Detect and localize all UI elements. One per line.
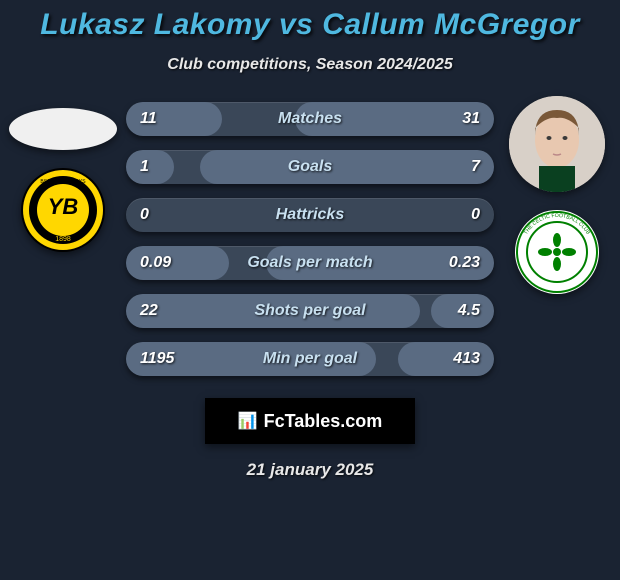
- stat-left-value: 22: [140, 302, 180, 320]
- stat-right-value: 0.23: [440, 254, 480, 272]
- stat-right-value: 7: [440, 158, 480, 176]
- page-title: Lukasz Lakomy vs Callum McGregor: [8, 0, 612, 42]
- celtic-badge-icon: THE CELTIC FOOTBALL CLUB: [515, 210, 599, 294]
- player-face-icon: [509, 96, 605, 192]
- stat-right-value: 31: [440, 110, 480, 128]
- stat-label: Matches: [278, 110, 342, 128]
- young-boys-badge-icon: YB 1898 BSC YOUNG BOYS: [21, 168, 105, 252]
- stat-right-value: 0: [440, 206, 480, 224]
- svg-text:BSC YOUNG BOYS: BSC YOUNG BOYS: [40, 179, 86, 185]
- stat-left-value: 0: [140, 206, 180, 224]
- stat-row: 0.09 Goals per match 0.23: [126, 246, 494, 280]
- stat-row: 22 Shots per goal 4.5: [126, 294, 494, 328]
- stat-label: Min per goal: [263, 350, 357, 368]
- svg-text:1898: 1898: [55, 236, 71, 243]
- chart-icon: 📊: [238, 411, 258, 431]
- stat-row: 11 Matches 31: [126, 102, 494, 136]
- left-player-column: YB 1898 BSC YOUNG BOYS: [8, 96, 118, 252]
- stats-column: 11 Matches 31 1 Goals 7 0 Hattricks 0 0.09 Goals p…: [126, 96, 494, 376]
- svg-text:YB: YB: [48, 194, 79, 219]
- watermark[interactable]: 📊 FcTables.com: [205, 398, 415, 444]
- stat-label: Shots per goal: [254, 302, 365, 320]
- generation-date: 21 january 2025: [8, 460, 612, 480]
- left-player-photo: [9, 108, 117, 150]
- stat-left-value: 11: [140, 110, 180, 128]
- stat-right-value: 4.5: [440, 302, 480, 320]
- stat-left-value: 1195: [140, 350, 180, 368]
- main-row: YB 1898 BSC YOUNG BOYS 11 Matches 31 1 Goals…: [8, 96, 612, 376]
- right-player-photo: [509, 96, 605, 192]
- stat-row: 0 Hattricks 0: [126, 198, 494, 232]
- subtitle: Club competitions, Season 2024/2025: [8, 56, 612, 74]
- stat-label: Goals per match: [247, 254, 372, 272]
- right-club-badge: THE CELTIC FOOTBALL CLUB: [515, 210, 599, 294]
- watermark-text: FcTables.com: [264, 411, 383, 432]
- stat-row: 1 Goals 7: [126, 150, 494, 184]
- right-player-column: THE CELTIC FOOTBALL CLUB: [502, 96, 612, 294]
- stat-label: Goals: [288, 158, 332, 176]
- stat-right-value: 413: [440, 350, 480, 368]
- stat-left-value: 1: [140, 158, 180, 176]
- stat-label: Hattricks: [276, 206, 344, 224]
- stat-left-value: 0.09: [140, 254, 180, 272]
- comparison-card: Lukasz Lakomy vs Callum McGregor Club co…: [0, 0, 620, 480]
- left-club-badge: YB 1898 BSC YOUNG BOYS: [21, 168, 105, 252]
- stat-row: 1195 Min per goal 413: [126, 342, 494, 376]
